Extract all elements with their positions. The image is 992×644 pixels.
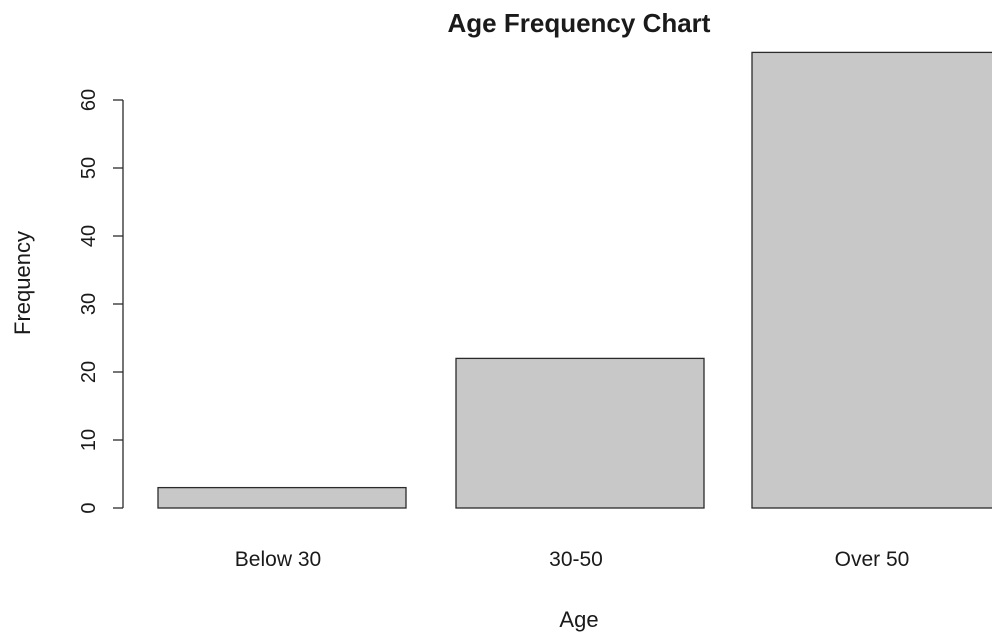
y-tick-label: 30 — [78, 293, 100, 315]
x-category-label: Below 30 — [235, 548, 321, 571]
y-tick-label: 0 — [78, 502, 100, 513]
y-tick-label: 40 — [78, 225, 100, 247]
chart-title: Age Frequency Chart — [448, 8, 711, 38]
y-axis-label: Frequency — [10, 231, 35, 335]
x-category-label: Over 50 — [835, 548, 910, 571]
y-axis: 0 10 20 30 40 50 60 — [78, 89, 124, 514]
bar-below-30 — [157, 486, 407, 509]
bar-30-50 — [455, 357, 705, 509]
bars-group — [157, 51, 992, 509]
x-axis-label: Age — [559, 607, 598, 632]
bar-over-50 — [751, 51, 992, 509]
y-tick-label: 60 — [78, 89, 100, 111]
y-tick-label: 10 — [78, 429, 100, 451]
y-tick-label: 20 — [78, 361, 100, 383]
x-category-labels: Below 30 30-50 Over 50 — [235, 548, 910, 571]
y-tick-label: 50 — [78, 157, 100, 179]
x-category-label: 30-50 — [549, 548, 603, 571]
